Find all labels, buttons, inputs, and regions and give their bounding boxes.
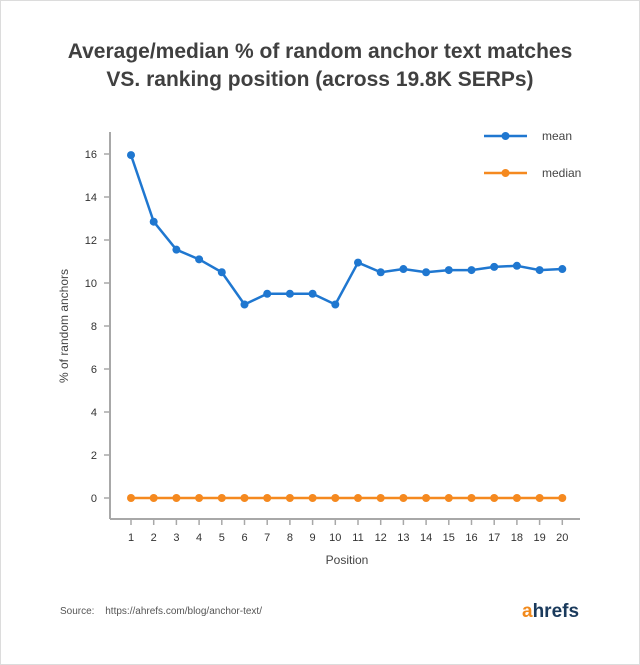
x-tick-label: 15 (443, 532, 455, 544)
data-point-mean (490, 262, 499, 271)
data-point-median (354, 494, 362, 502)
data-point-mean (263, 289, 272, 298)
y-tick-label: 6 (91, 364, 97, 376)
data-point-mean (285, 289, 294, 298)
data-point-mean (240, 300, 249, 309)
y-tick-label: 12 (85, 235, 97, 247)
data-point-median (444, 494, 453, 502)
x-tick-label: 14 (420, 532, 432, 544)
legend: mean median (484, 129, 581, 180)
data-point-mean (331, 300, 340, 309)
y-tick-label: 8 (91, 321, 97, 333)
data-point-mean (512, 261, 521, 270)
y-axis-title: % of random anchors (57, 269, 71, 383)
source-note: Source: https://ahrefs.com/blog/anchor-t… (60, 606, 262, 617)
x-tick-label: 17 (488, 532, 500, 544)
legend-marker-mean (501, 132, 510, 140)
logo-letter-a: a (522, 601, 533, 622)
data-point-median (422, 494, 431, 502)
data-point-median (263, 494, 272, 502)
chart-title-line-1: Average/median % of random anchor text m… (67, 40, 573, 63)
data-point-median (331, 494, 340, 502)
data-point-mean (195, 255, 204, 264)
series-layer (127, 151, 567, 502)
data-point-median (285, 494, 294, 502)
data-point-median (149, 494, 158, 502)
series-line-mean (129, 154, 563, 306)
x-tick-label: 18 (511, 532, 523, 544)
data-point-median (195, 494, 204, 502)
data-point-median (558, 494, 567, 502)
data-point-mean (535, 266, 544, 275)
x-tick-label: 7 (264, 532, 270, 544)
data-point-mean (217, 268, 226, 277)
data-point-median (490, 494, 499, 502)
legend-label-mean: mean (542, 129, 572, 143)
legend-marker-median (501, 169, 510, 177)
data-point-mean (467, 266, 476, 275)
x-tick-label: 11 (352, 532, 363, 544)
y-tick-label: 14 (85, 192, 97, 204)
y-tick-label: 2 (91, 450, 97, 462)
source-label: Source: (60, 606, 95, 617)
x-tick-label: 3 (173, 532, 179, 544)
x-tick-label: 1 (128, 532, 134, 544)
data-point-median (399, 494, 408, 502)
x-tick-label: 5 (219, 532, 225, 544)
logo-text: hrefs (532, 601, 580, 622)
data-point-median (535, 494, 544, 502)
data-point-median (467, 494, 476, 502)
y-tick-label: 0 (91, 493, 97, 505)
data-point-mean (172, 245, 181, 254)
data-point-median (512, 494, 521, 502)
data-point-median (172, 494, 181, 502)
data-point-median (127, 494, 135, 502)
chart-title-line-2: VS. ranking position (across 19.8K SERPs… (106, 68, 534, 91)
x-tick-label: 16 (465, 532, 477, 544)
data-point-median (240, 494, 249, 502)
y-tick-label: 16 (85, 149, 97, 161)
data-point-mean (149, 217, 158, 226)
data-point-mean (422, 268, 431, 277)
x-tick-label: 6 (241, 532, 247, 544)
ahrefs-logo[interactable]: ahrefs (522, 601, 579, 623)
x-tick-label: 10 (329, 532, 341, 544)
data-point-median (308, 494, 317, 502)
source-link[interactable]: https://ahrefs.com/blog/anchor-text/ (105, 606, 262, 617)
x-tick-label: 13 (397, 532, 409, 544)
x-tick-label: 8 (287, 532, 293, 544)
y-tick-label: 10 (85, 278, 97, 290)
data-point-mean (354, 258, 362, 267)
chart-title: Average/median % of random anchor text m… (0, 38, 640, 94)
data-point-mean (308, 289, 317, 298)
data-point-median (376, 494, 385, 502)
x-tick-label: 9 (310, 532, 316, 544)
data-point-mean (444, 266, 453, 275)
data-point-median (217, 494, 226, 502)
x-tick-label: 19 (533, 532, 545, 544)
data-point-mean (399, 265, 408, 274)
legend-label-median: median (542, 166, 581, 180)
x-tick-label: 4 (196, 532, 202, 544)
x-axis-title: Position (326, 553, 369, 567)
x-tick-label: 20 (556, 532, 568, 544)
data-point-mean (376, 268, 385, 277)
data-point-mean (558, 265, 567, 274)
x-tick-label: 12 (375, 532, 387, 544)
x-tick-label: 2 (151, 532, 157, 544)
y-tick-label: 4 (91, 407, 97, 419)
data-point-mean (127, 151, 135, 160)
